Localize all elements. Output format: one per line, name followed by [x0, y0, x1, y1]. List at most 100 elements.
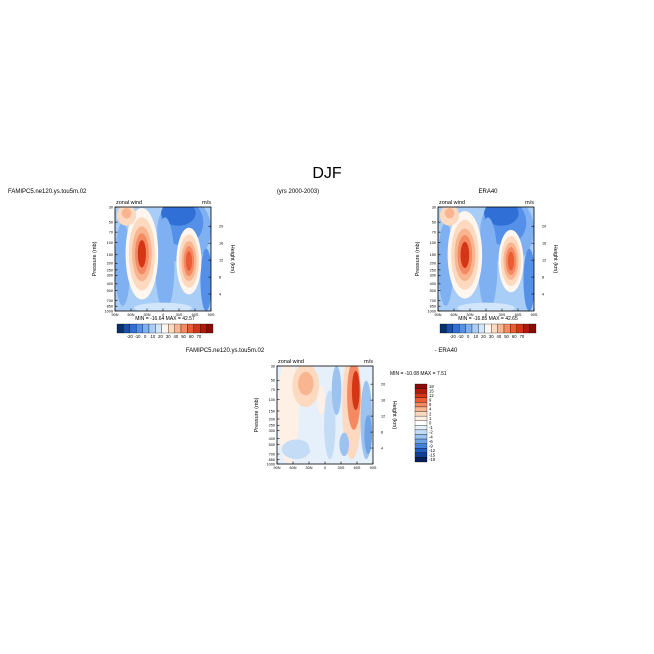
- positive-diff: [317, 385, 325, 415]
- y-tick-label: 500: [269, 443, 275, 447]
- colorbar-label: 18: [429, 384, 434, 389]
- height-tick-label: 4: [219, 292, 221, 296]
- colorbar-swatch: [414, 448, 428, 453]
- y-tick-label: 100: [107, 241, 113, 245]
- y-tick-label: 150: [107, 253, 113, 257]
- x-tick-label: 90N: [435, 313, 442, 317]
- colorbar-swatch: [452, 323, 460, 334]
- colorbar-swatch: [123, 323, 130, 334]
- y-tick-label: 300: [107, 274, 113, 278]
- y-tick-label: 30: [432, 205, 436, 209]
- x-tick-label: 30S: [176, 313, 183, 317]
- colorbar-swatch: [414, 411, 428, 417]
- y-tick-label: 700: [107, 299, 113, 303]
- colorbar-label: 70: [197, 334, 202, 339]
- y-tick-label: 50: [109, 221, 113, 225]
- x-tick-label: 90S: [370, 466, 377, 470]
- colorbar-label: 10: [474, 334, 479, 339]
- colorbar-swatch: [465, 323, 473, 334]
- colorbar-swatch: [206, 323, 214, 334]
- colorbar-swatch: [516, 323, 524, 334]
- x-tick-label: 30S: [499, 313, 506, 317]
- x-tick-label: 60N: [451, 313, 458, 317]
- panel-model-axes: 90N 60N 30N 0 30S 60S 90S 30 50 70 100 150 200 250 300…: [105, 205, 224, 317]
- colorbar-label: 15: [429, 388, 434, 393]
- westerly-jet-core: [507, 251, 515, 271]
- stratospheric-westerly: [121, 208, 132, 219]
- y-tick-label: 200: [269, 417, 275, 421]
- panel-model-ylabel: Pressure (mb): [92, 241, 98, 276]
- easterly-region: [155, 217, 175, 311]
- height-tick-label: 4: [381, 446, 383, 450]
- x-tick-label: 0: [324, 466, 326, 470]
- colorbar-label: 10: [151, 334, 156, 339]
- x-tick-label: 30N: [144, 313, 151, 317]
- negative-diff: [331, 366, 342, 415]
- colorbar-swatch: [484, 323, 492, 334]
- colorbar-label: -10: [457, 334, 464, 339]
- height-tick-label: 8: [219, 276, 221, 280]
- y-tick-label: 400: [269, 437, 275, 441]
- colorbar-label: 70: [520, 334, 525, 339]
- y-tick-label: 50: [432, 221, 436, 225]
- x-tick-label: 90N: [274, 466, 281, 470]
- colorbar-label: 50: [181, 334, 186, 339]
- colorbar-label: -15: [429, 453, 436, 458]
- negative-diff: [364, 415, 373, 455]
- y-tick-label: 70: [432, 231, 436, 235]
- x-tick-label: 60S: [515, 313, 522, 317]
- height-tick-label: 8: [381, 430, 383, 434]
- colorbar-swatch: [414, 406, 428, 412]
- panel-obs-ylabel-right: Height (km): [552, 245, 558, 274]
- colorbar-label: 4: [429, 407, 432, 412]
- y-tick-label: 850: [269, 458, 275, 462]
- negative-diff: [281, 439, 311, 460]
- panel-obs-colorbar: -20 -10 0 10 20 30 40 50 60 70: [439, 323, 537, 339]
- height-tick-label: 12: [219, 259, 223, 263]
- y-tick-label: 250: [430, 268, 436, 272]
- y-tick-label: 850: [430, 305, 436, 309]
- colorbar-label: 60: [189, 334, 194, 339]
- colorbar-label: 0: [467, 334, 470, 339]
- colorbar-swatch: [414, 415, 428, 421]
- panel-obs: zonal wind m/s 90N 60N 30N 0 30S 60S 90S 30 50 70…: [415, 200, 558, 339]
- colorbar-swatch: [523, 323, 530, 334]
- panel-diff-title-top: FAMIPC5.ne120.ys.tou5m.02: [186, 348, 265, 354]
- y-tick-label: 1000: [267, 462, 275, 466]
- surface-region: [457, 302, 515, 311]
- x-tick-label: 60S: [354, 466, 361, 470]
- y-tick-label: 400: [430, 282, 436, 286]
- colorbar-swatch: [161, 323, 169, 334]
- y-tick-label: 700: [430, 299, 436, 303]
- colorbar-swatch: [180, 323, 188, 334]
- y-tick-label: 150: [430, 253, 436, 257]
- x-tick-label: 60S: [192, 313, 199, 317]
- x-tick-label: 60N: [290, 466, 297, 470]
- colorbar-label: 40: [174, 334, 179, 339]
- x-tick-label: 0: [162, 313, 164, 317]
- case-label: FAMIPC5.ne120.ys.tou5m.02: [8, 189, 87, 195]
- neutral-diff: [307, 424, 324, 455]
- colorbar-swatch: [414, 397, 428, 403]
- colorbar-label: 12: [429, 393, 434, 398]
- colorbar-swatch: [200, 323, 207, 334]
- y-tick-label: 30: [109, 205, 113, 209]
- colorbar-swatch: [459, 323, 466, 334]
- colorbar-swatch: [155, 323, 162, 334]
- colorbar-swatch: [148, 323, 156, 334]
- x-tick-label: 30N: [306, 466, 313, 470]
- height-tick-label: 20: [219, 225, 223, 229]
- negative-diff: [339, 432, 350, 457]
- colorbar-swatch: [136, 323, 143, 334]
- panel-difference: FAMIPC5.ne120.ys.tou5m.02 - ERA40 zonal …: [186, 348, 458, 470]
- colorbar-swatch: [142, 323, 150, 334]
- panel-diff-title-suffix: - ERA40: [435, 348, 458, 354]
- y-tick-label: 850: [107, 305, 113, 309]
- surface-region: [134, 302, 192, 311]
- colorbar-swatch: [491, 323, 498, 334]
- colorbar-swatch: [414, 402, 428, 408]
- panel-model-title-right: m/s: [202, 200, 211, 206]
- y-tick-label: 50: [271, 379, 275, 383]
- colorbar-swatch: [168, 323, 175, 334]
